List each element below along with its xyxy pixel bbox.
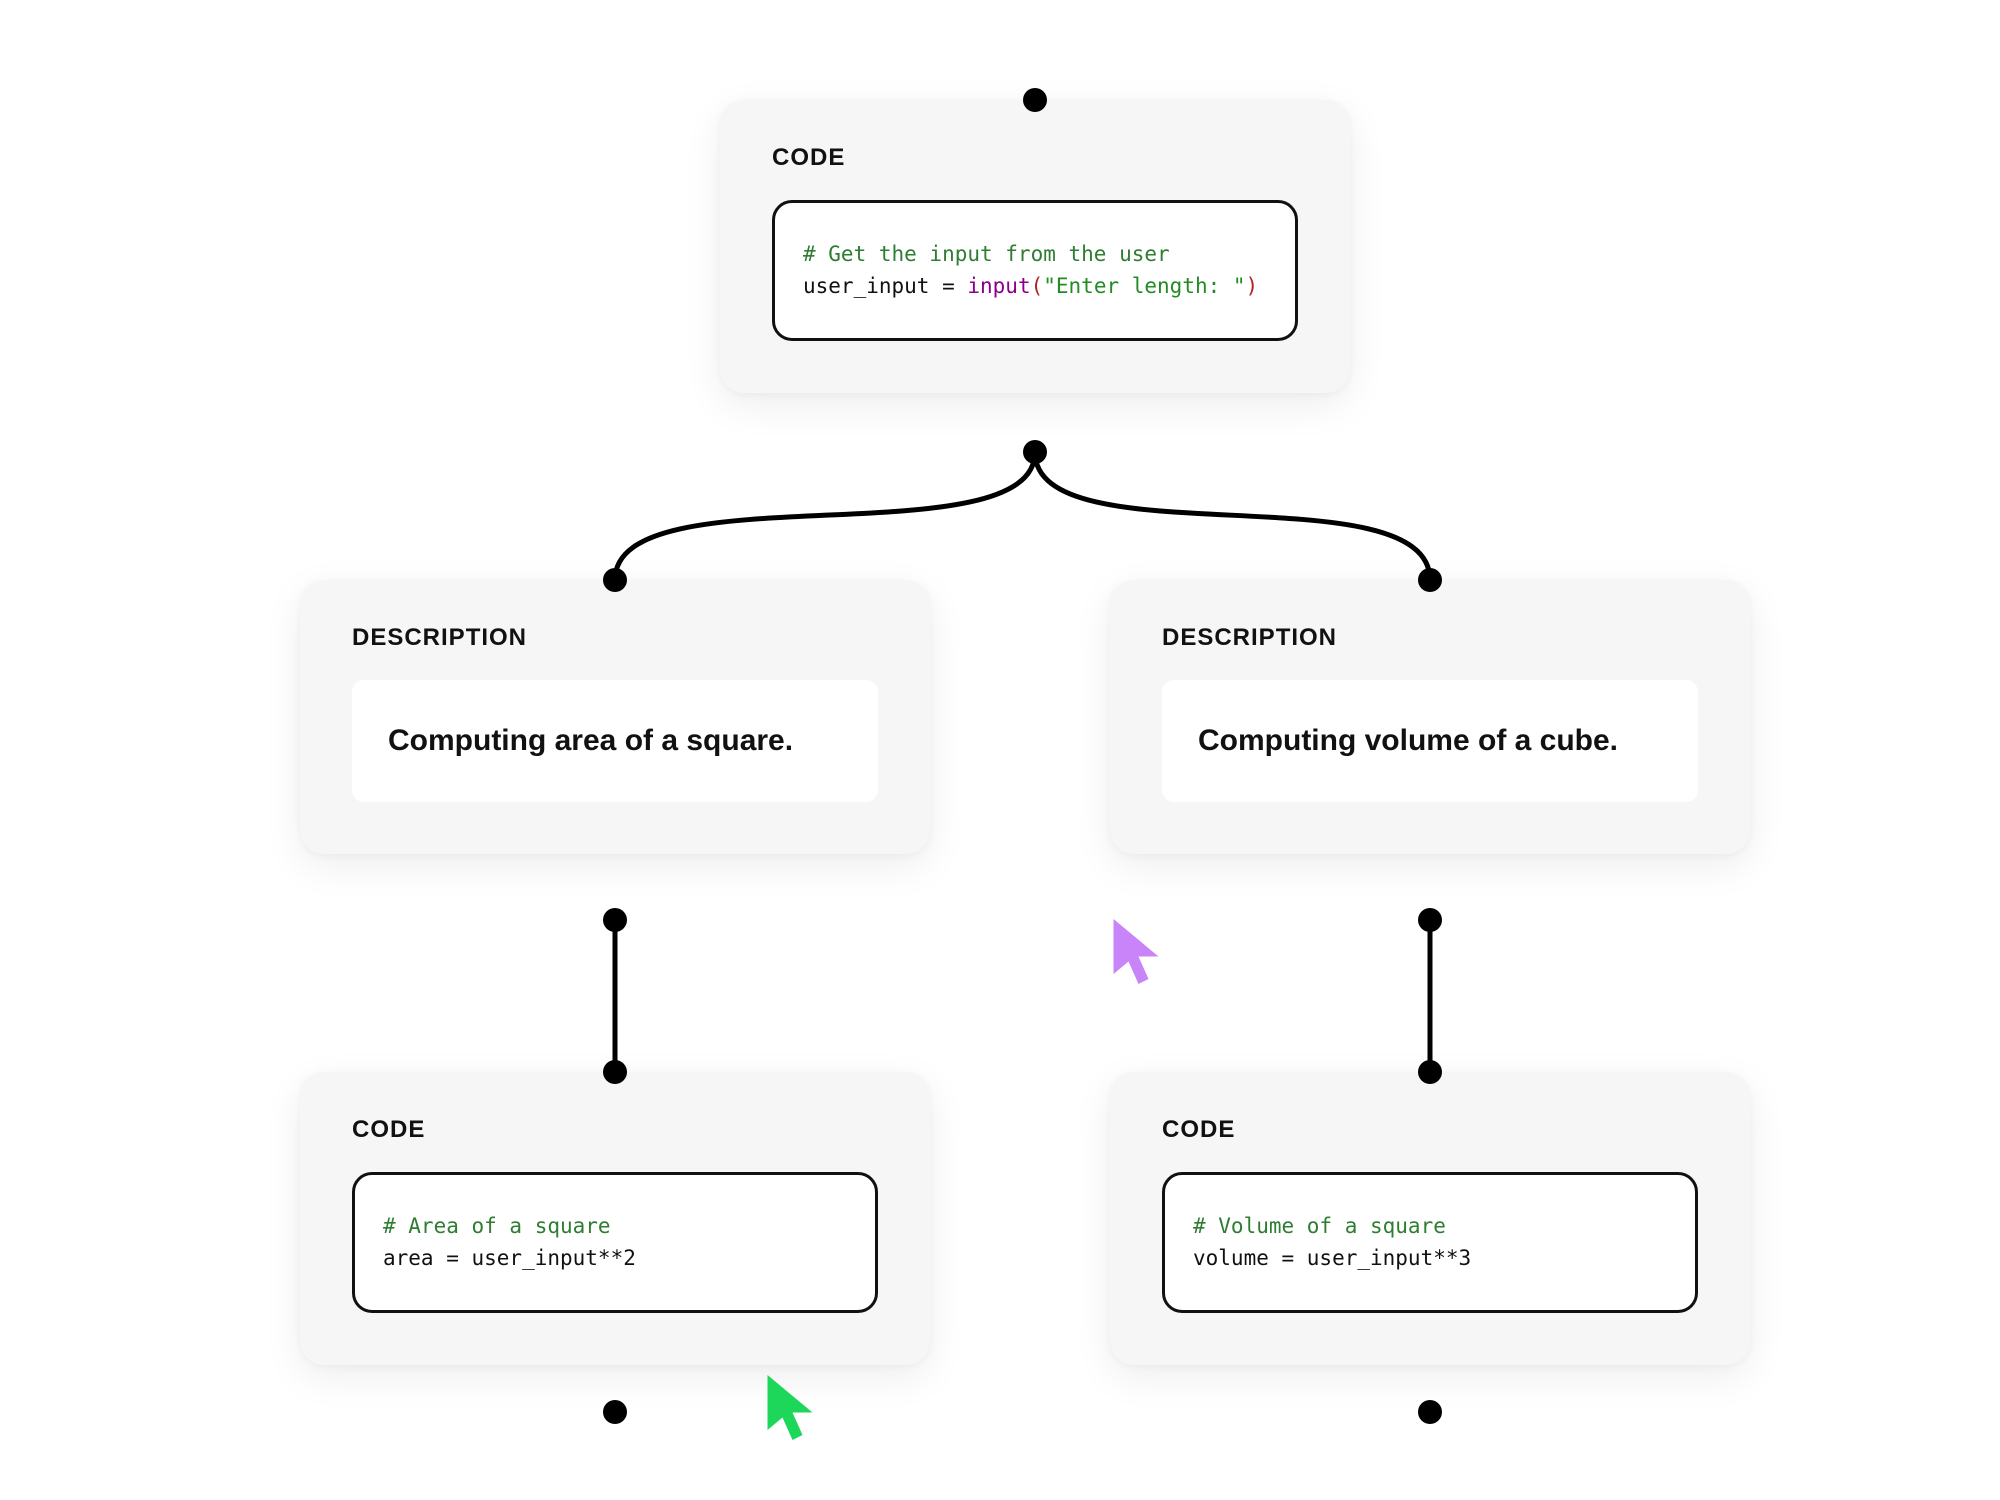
cursor-purple-icon <box>1106 914 1166 994</box>
node-code-left[interactable]: CODE # Area of a square area = user_inpu… <box>300 1072 930 1365</box>
code-string: "Enter length: " <box>1043 274 1245 298</box>
node-label: DESCRIPTION <box>352 624 878 652</box>
code-comment: # Get the input from the user <box>803 242 1170 266</box>
desc-text: Computing area of a square. <box>388 724 793 757</box>
code-box-right: # Volume of a square volume = user_input… <box>1162 1172 1698 1313</box>
port-dot[interactable] <box>1418 908 1442 932</box>
port-dot[interactable] <box>1418 1060 1442 1084</box>
node-code-right[interactable]: CODE # Volume of a square volume = user_… <box>1110 1072 1750 1365</box>
code-text: volume = user_input**3 <box>1193 1246 1471 1270</box>
node-label: CODE <box>1162 1116 1698 1144</box>
node-label: DESCRIPTION <box>1162 624 1698 652</box>
code-comment: # Area of a square <box>383 1214 611 1238</box>
port-dot[interactable] <box>1418 568 1442 592</box>
cursor-green-icon <box>760 1370 820 1450</box>
code-comment: # Volume of a square <box>1193 1214 1446 1238</box>
node-desc-left[interactable]: DESCRIPTION Computing area of a square. <box>300 580 930 854</box>
port-dot[interactable] <box>1023 440 1047 464</box>
code-paren: ( <box>1031 274 1044 298</box>
edge-root-to-left <box>615 452 1035 580</box>
node-desc-right[interactable]: DESCRIPTION Computing volume of a cube. <box>1110 580 1750 854</box>
desc-box-right: Computing volume of a cube. <box>1162 680 1698 802</box>
node-label: CODE <box>772 144 1298 172</box>
node-label: CODE <box>352 1116 878 1144</box>
diagram-canvas: CODE # Get the input from the user user_… <box>0 0 2000 1500</box>
code-func: input <box>967 274 1030 298</box>
port-dot[interactable] <box>603 1060 627 1084</box>
code-paren: ) <box>1246 274 1259 298</box>
port-dot[interactable] <box>1418 1400 1442 1424</box>
code-box-left: # Area of a square area = user_input**2 <box>352 1172 878 1313</box>
edge-root-to-right <box>1035 452 1430 580</box>
port-dot[interactable] <box>1023 88 1047 112</box>
code-text: user_input = <box>803 274 967 298</box>
port-dot[interactable] <box>603 908 627 932</box>
port-dot[interactable] <box>603 1400 627 1424</box>
code-text: area = user_input**2 <box>383 1246 636 1270</box>
port-dot[interactable] <box>603 568 627 592</box>
desc-box-left: Computing area of a square. <box>352 680 878 802</box>
code-box-root: # Get the input from the user user_input… <box>772 200 1298 341</box>
node-root-code[interactable]: CODE # Get the input from the user user_… <box>720 100 1350 393</box>
desc-text: Computing volume of a cube. <box>1198 724 1618 757</box>
